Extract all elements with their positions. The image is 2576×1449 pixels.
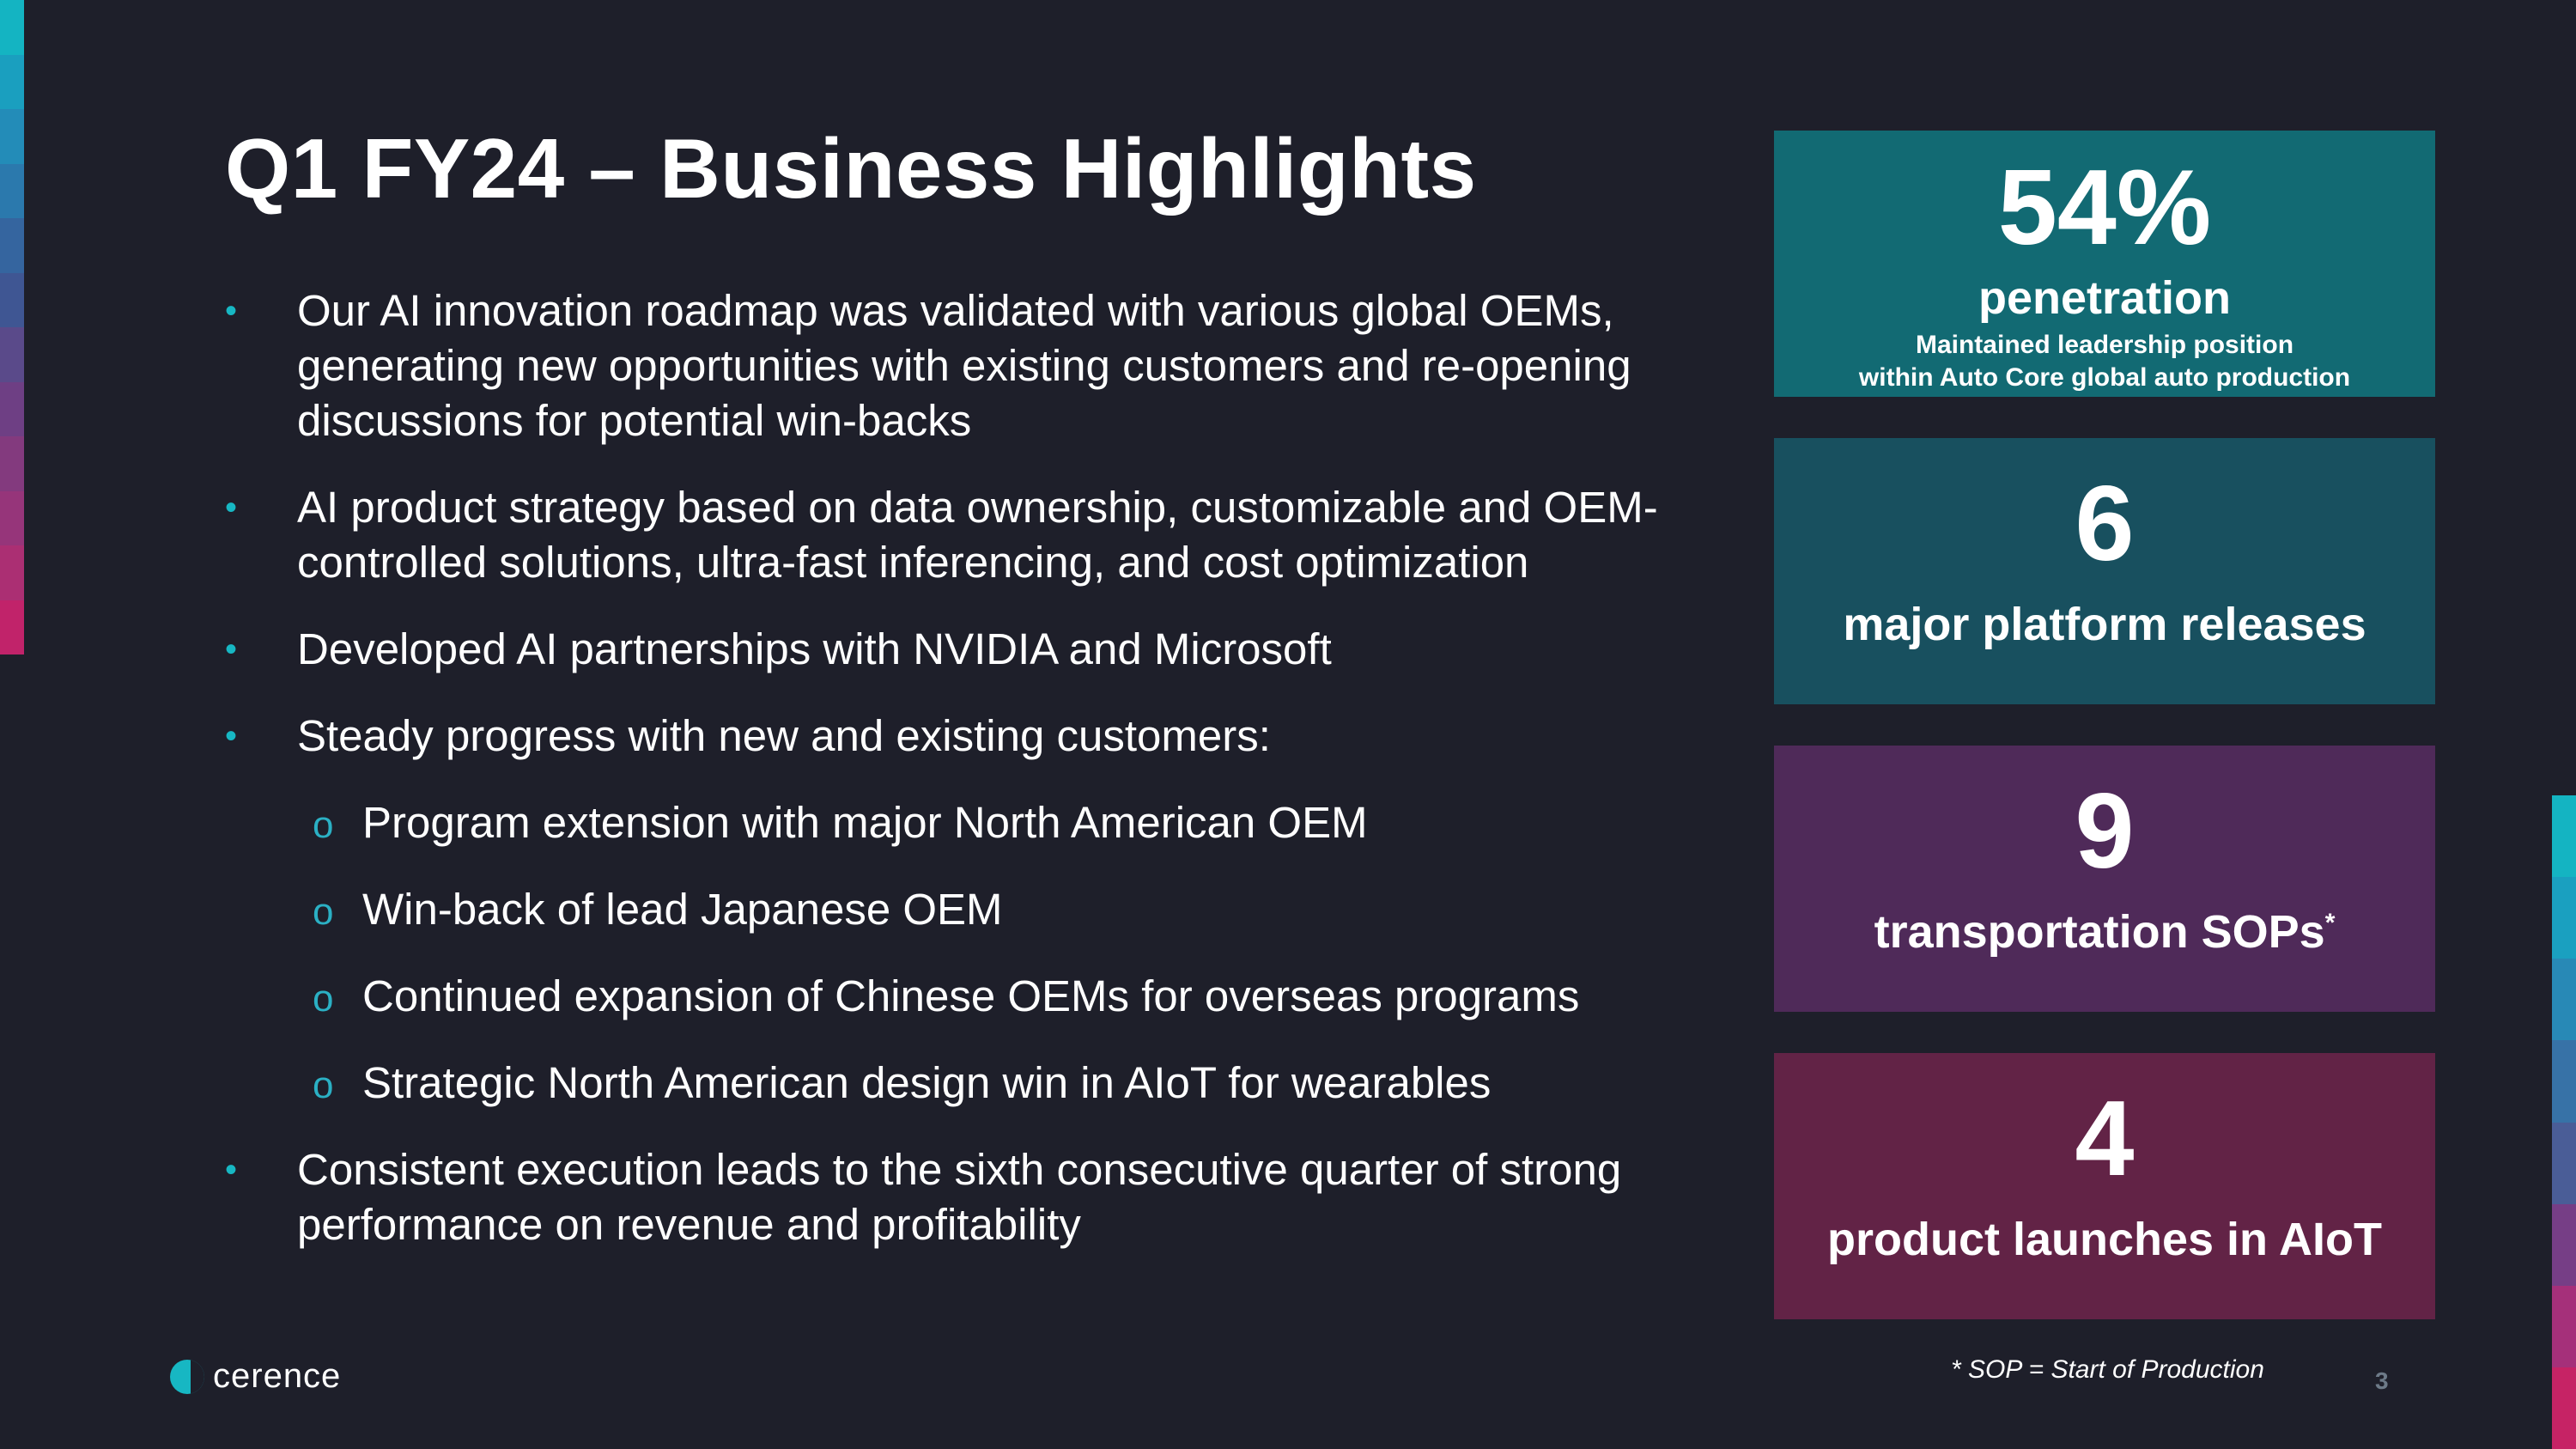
strip-segment [0,163,24,218]
strip-segment [2552,1203,2576,1286]
bullet-item: • Steady progress with new and existing … [225,709,1685,764]
bullet-item: • AI product strategy based on data owne… [225,480,1685,590]
strip-segment [2552,795,2576,878]
footnote: * SOP = Start of Production [1951,1355,2264,1384]
stat-label: product launches in AIoT [1826,1214,2383,1265]
bullet-item: • Consistent execution leads to the sixt… [225,1142,1685,1252]
sub-bullet-text: Program extension with major North Ameri… [362,798,1368,847]
bullet-item: • Developed AI partnerships with NVIDIA … [225,622,1685,677]
strip-segment [0,545,24,600]
stat-card-penetration: 54% penetration Maintained leadership po… [1774,131,2435,397]
sub-bullet-item: o Continued expansion of Chinese OEMs fo… [225,969,1685,1024]
bullet-text: AI product strategy based on data owners… [297,483,1658,587]
strip-segment [2552,1122,2576,1204]
sub-bullet-marker: o [313,891,334,933]
strip-segment [2552,1040,2576,1123]
stat-label: transportation SOPs [1874,906,2325,958]
stat-description-line: within Auto Core global auto production [1858,363,2351,393]
strip-segment [2552,877,2576,959]
stat-label-row: transportation SOPs* [1774,906,2435,958]
strip-segment [2552,1285,2576,1367]
stat-value: 54% [1997,149,2212,267]
stat-card-platform-releases: 6 major platform releases [1774,438,2435,704]
sub-bullet-marker: o [313,977,334,1020]
strip-segment [0,600,24,654]
sub-bullet-text: Strategic North American design win in A… [362,1058,1492,1107]
stat-value: 4 [2075,1080,2135,1198]
bullet-item: • Our AI innovation roadmap was validate… [225,283,1685,448]
stat-description-line: Maintained leadership position [1915,331,2294,360]
bullet-text: Our AI innovation roadmap was validated … [297,286,1631,445]
left-accent-strip [0,0,24,654]
logo-mark-icon [170,1359,204,1394]
strip-segment [0,218,24,273]
bullet-marker: • [225,630,238,668]
bullet-text: Developed AI partnerships with NVIDIA an… [297,624,1332,673]
strip-segment [0,490,24,545]
stat-label-superscript: * [2324,909,2336,937]
stat-card-aiot-launches: 4 product launches in AIoT [1774,1053,2435,1319]
bullet-marker: • [225,489,238,527]
bullet-list: • Our AI innovation roadmap was validate… [225,283,1685,1284]
right-accent-strip [2552,795,2576,1449]
strip-segment [0,436,24,491]
slide-title: Q1 FY24 – Business Highlights [225,121,1477,216]
strip-segment [0,381,24,436]
company-logo: cerence [170,1357,341,1396]
bullet-text: Steady progress with new and existing cu… [297,711,1271,760]
page-number: 3 [2375,1367,2389,1394]
sub-bullet-text: Continued expansion of Chinese OEMs for … [362,971,1580,1020]
bullet-marker: • [225,1151,238,1189]
stat-card-transportation-sops: 9 transportation SOPs* [1774,746,2435,1012]
stat-label: penetration [1978,272,2232,324]
logo-text: cerence [213,1357,342,1395]
stat-label: major platform releases [1843,599,2366,650]
strip-segment [0,0,24,55]
strip-segment [2552,1367,2576,1449]
bullet-marker: • [225,292,238,330]
strip-segment [0,272,24,327]
strip-segment [0,54,24,109]
sub-bullet-item: o Win-back of lead Japanese OEM [225,882,1685,937]
stat-value: 9 [2075,772,2135,891]
stat-value: 6 [2075,465,2135,583]
sub-bullet-marker: o [313,1064,334,1106]
strip-segment [0,327,24,382]
sub-bullet-marker: o [313,804,334,846]
sub-bullet-item: o Program extension with major North Ame… [225,795,1685,850]
strip-segment [2552,959,2576,1041]
strip-segment [0,109,24,164]
sub-bullet-text: Win-back of lead Japanese OEM [362,885,1003,934]
bullet-marker: • [225,717,238,755]
sub-bullet-item: o Strategic North American design win in… [225,1056,1685,1111]
bullet-text: Consistent execution leads to the sixth … [297,1145,1622,1249]
